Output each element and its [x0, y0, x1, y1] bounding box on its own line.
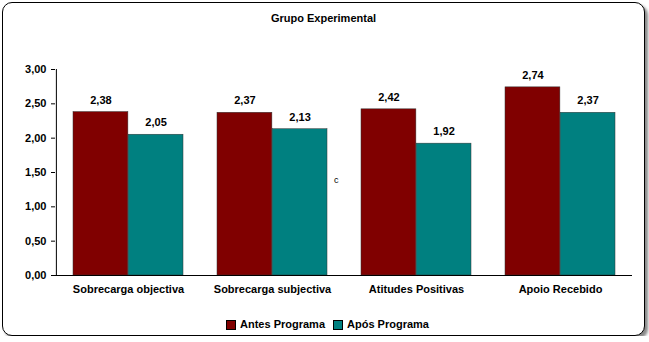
svg-text:1,00: 1,00 — [25, 200, 46, 212]
svg-text:Sobrecarga subjectiva: Sobrecarga subjectiva — [214, 283, 332, 295]
svg-text:Apoio Recebido: Apoio Recebido — [519, 283, 603, 295]
svg-text:2,05: 2,05 — [145, 116, 166, 128]
svg-text:2,37: 2,37 — [234, 94, 255, 106]
svg-text:0,50: 0,50 — [25, 235, 46, 247]
svg-text:Atitudes Positivas: Atitudes Positivas — [369, 283, 464, 295]
svg-text:2,00: 2,00 — [25, 132, 46, 144]
svg-text:1,50: 1,50 — [25, 166, 46, 178]
html-text:c: c — [334, 175, 339, 185]
html-text:Antes Programa: Antes Programa — [240, 318, 325, 330]
svg-text:Sobrecarga objectiva: Sobrecarga objectiva — [73, 283, 185, 295]
svg-text:2,38: 2,38 — [90, 94, 111, 106]
svg-text:2,13: 2,13 — [289, 111, 310, 123]
html-text:Após Programa: Após Programa — [347, 318, 429, 330]
html-text:Grupo Experimental: Grupo Experimental — [270, 12, 377, 24]
svg-text:0,00: 0,00 — [25, 269, 46, 281]
svg-text:1,92: 1,92 — [433, 125, 454, 137]
svg-text:2,74: 2,74 — [522, 69, 544, 81]
svg-text:2,37: 2,37 — [577, 94, 598, 106]
svg-text:2,42: 2,42 — [378, 91, 399, 103]
svg-text:3,00: 3,00 — [25, 63, 46, 75]
svg-text:2,50: 2,50 — [25, 97, 46, 109]
